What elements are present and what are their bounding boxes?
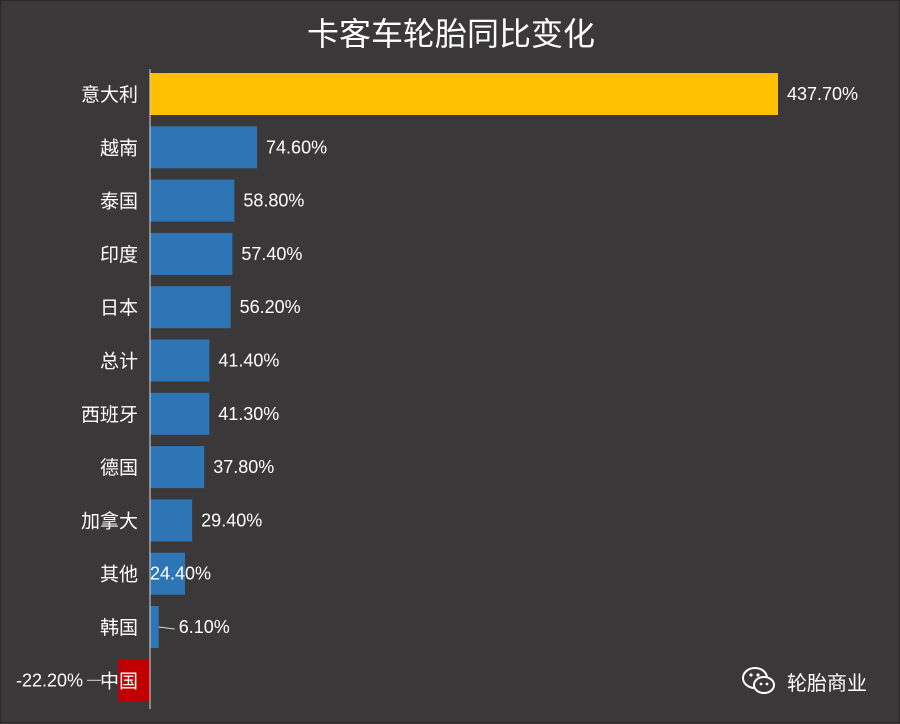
- bar-4: [150, 232, 233, 275]
- leader-line-11: [158, 626, 175, 630]
- category-label-11: 韩国: [100, 617, 138, 639]
- category-label-6: 总计: [100, 351, 138, 373]
- category-label-1: 意大利: [81, 84, 138, 106]
- bar-1: [150, 73, 778, 115]
- value-label-5: 56.20%: [240, 297, 301, 317]
- value-label-11: 6.10%: [179, 617, 230, 637]
- category-label-10: 其他: [100, 564, 138, 586]
- category-label-12: 中国: [100, 670, 138, 692]
- value-label-7: 41.30%: [218, 404, 279, 424]
- category-label-4: 印度: [100, 244, 138, 266]
- bar-11: [150, 606, 159, 648]
- category-label-7: 西班牙: [81, 404, 138, 426]
- bar-12: [118, 659, 150, 702]
- value-label-1: 437.70%: [787, 84, 858, 104]
- watermark-text: 轮胎商业: [787, 670, 867, 695]
- wechat-icon: [741, 666, 777, 696]
- bar-5: [150, 286, 231, 329]
- value-label-12: -22.20%: [16, 670, 83, 690]
- value-label-4: 57.40%: [241, 244, 302, 264]
- bar-9: [150, 499, 193, 542]
- bar-8: [150, 446, 205, 489]
- value-label-6: 41.40%: [218, 351, 279, 371]
- chart-title: 卡客车轮胎同比变化: [307, 15, 595, 53]
- value-label-10: 24.40%: [150, 564, 211, 584]
- value-label-9: 29.40%: [201, 510, 262, 530]
- category-label-3: 泰国: [100, 191, 138, 213]
- bar-2: [150, 126, 258, 169]
- category-label-8: 德国: [100, 457, 138, 479]
- category-label-2: 越南: [100, 137, 138, 159]
- value-label-3: 58.80%: [243, 191, 304, 211]
- bar-10: [150, 552, 186, 595]
- value-label-8: 37.80%: [213, 457, 274, 477]
- category-label-5: 日本: [100, 297, 138, 319]
- bar-3: [150, 179, 235, 222]
- watermark: 轮胎商业: [741, 666, 867, 696]
- bar-7: [150, 392, 210, 435]
- bars-group: 意大利 437.70% 越南 74.60% 泰国 58.80% 印度 57.40% 日本 56.2…: [16, 73, 858, 702]
- category-label-9: 加拿大: [81, 509, 138, 532]
- value-label-2: 74.60%: [266, 137, 327, 157]
- bar-6: [150, 339, 210, 382]
